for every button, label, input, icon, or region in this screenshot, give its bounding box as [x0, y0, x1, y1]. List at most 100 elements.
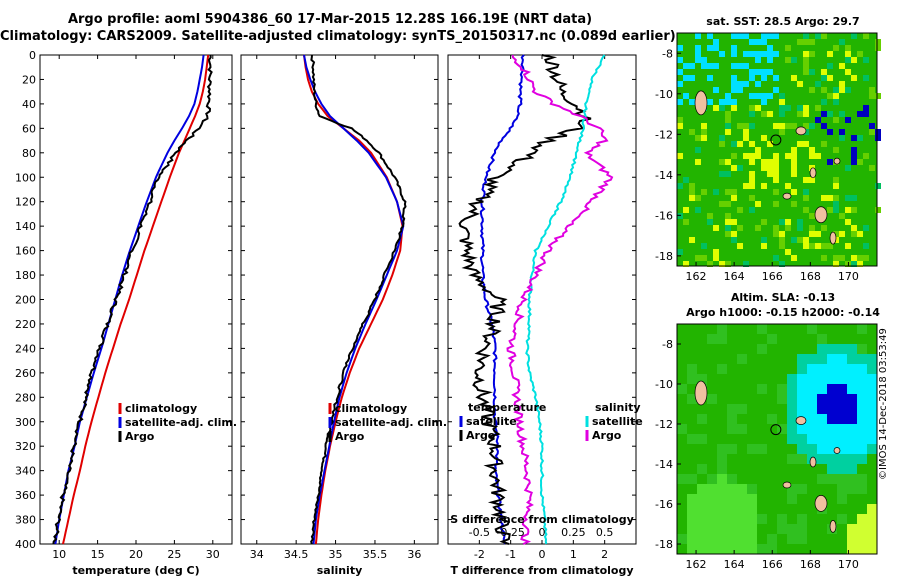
map3-cell	[827, 159, 833, 165]
map3-cell	[845, 51, 851, 57]
map3-cell	[845, 87, 851, 93]
map4-cell	[707, 524, 717, 534]
map4-cell	[767, 534, 777, 544]
map4-cell	[797, 424, 807, 434]
map3-cell	[713, 39, 719, 45]
map3-cell	[785, 57, 791, 63]
map4-cell	[827, 364, 837, 374]
map3-cell	[773, 123, 779, 129]
map3-cell	[875, 135, 881, 141]
map3-cell	[731, 33, 737, 39]
map3-cell	[737, 141, 743, 147]
map4-cell	[857, 414, 867, 424]
map3-cell	[869, 123, 875, 129]
map3-cell	[857, 261, 863, 267]
map4-cell	[857, 344, 867, 354]
map4-cell	[847, 434, 857, 444]
map4-cell	[717, 364, 727, 374]
map3-cell	[755, 81, 761, 87]
map3-cell	[707, 219, 713, 225]
map3-cell	[695, 51, 701, 57]
map3-cell	[743, 81, 749, 87]
map3-cell	[707, 75, 713, 81]
map4-ytick-label: -10	[655, 378, 673, 391]
map4-cell	[787, 524, 797, 534]
map4-cell	[807, 394, 817, 404]
map3-cell	[809, 153, 815, 159]
panel3-top-xlabel: S difference from climatology	[450, 513, 634, 526]
panel3-xtick-label: -1	[505, 548, 516, 561]
map4-cell	[767, 334, 777, 344]
map4-island	[694, 380, 708, 406]
map3-cell	[821, 255, 827, 261]
map3-cell	[851, 135, 857, 141]
map3-cell	[749, 39, 755, 45]
map3-ytick-label: -12	[655, 128, 673, 141]
line-s-satellite	[525, 54, 606, 545]
map3-cell	[809, 147, 815, 153]
map3-cell	[773, 231, 779, 237]
map4-cell	[827, 404, 837, 414]
map4-cell	[787, 424, 797, 434]
map3-cell	[731, 81, 737, 87]
map4-cell	[837, 364, 847, 374]
map3-cell	[779, 231, 785, 237]
panel3-top-tick-label: 0.5	[596, 526, 614, 539]
map3-cell	[725, 219, 731, 225]
map3-cell	[869, 129, 875, 135]
map4-cell	[717, 324, 727, 334]
map3-cell	[845, 69, 851, 75]
map4-cell	[847, 444, 857, 454]
map3-cell	[677, 81, 683, 87]
map3-cell	[761, 51, 767, 57]
map4-island	[782, 481, 792, 489]
map4-cell	[857, 374, 867, 384]
map3-cell	[815, 33, 821, 39]
map4-cell	[857, 404, 867, 414]
map3-island	[694, 90, 708, 116]
map3-cell	[827, 63, 833, 69]
panel3-top-tick-label: -0.5	[469, 526, 490, 539]
map3-cell	[863, 225, 869, 231]
map4-cell	[857, 394, 867, 404]
map3-cell	[737, 243, 743, 249]
map3-cell	[737, 87, 743, 93]
map3-cell	[677, 99, 683, 105]
map3-cell	[821, 141, 827, 147]
map3-cell	[875, 207, 881, 213]
map3-cell	[797, 81, 803, 87]
map4-cell	[727, 414, 737, 424]
map4-cell	[837, 444, 847, 454]
map4-cell	[727, 424, 737, 434]
map3-cell	[749, 105, 755, 111]
map3-cell	[731, 51, 737, 57]
map3-cell	[737, 33, 743, 39]
map3-cell	[713, 225, 719, 231]
map4-cell	[837, 484, 847, 494]
map3-island	[795, 126, 807, 136]
map4-cell	[827, 384, 837, 394]
map4-cell	[717, 524, 727, 534]
map3-cell	[689, 189, 695, 195]
map3-cell	[839, 135, 845, 141]
map3-cell	[701, 57, 707, 63]
map4-cell	[707, 474, 717, 484]
map4-cell	[747, 544, 757, 554]
map4-cell	[727, 524, 737, 534]
map4-cell	[767, 414, 777, 424]
legend2-2: Argo	[335, 430, 365, 443]
map3-cell	[779, 99, 785, 105]
map3-cell	[683, 207, 689, 213]
map4-cell	[687, 374, 697, 384]
map3-cell	[773, 225, 779, 231]
map4-cell	[787, 384, 797, 394]
ytick-label: 380	[15, 514, 36, 527]
panel3-xtick-label: 0	[539, 548, 546, 561]
map4-cell	[697, 514, 707, 524]
map3-cell	[773, 255, 779, 261]
map3-cell	[761, 93, 767, 99]
map3-cell	[725, 201, 731, 207]
map3-cell	[743, 63, 749, 69]
map4-cell	[857, 324, 867, 334]
map4-cell	[857, 434, 867, 444]
